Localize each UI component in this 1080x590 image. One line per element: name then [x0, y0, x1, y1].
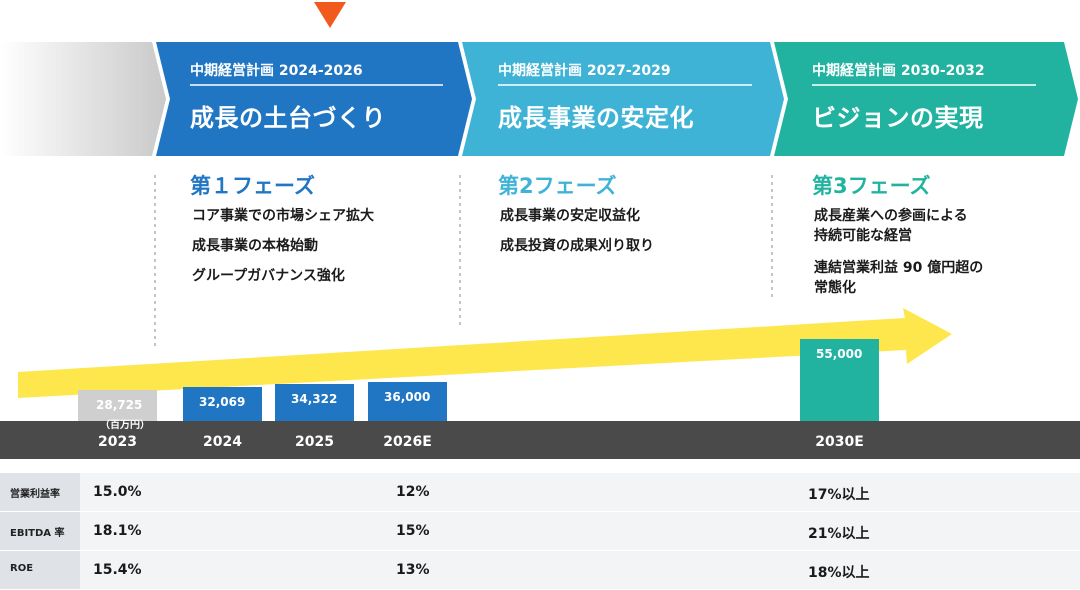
bar-value-label: 32,069	[199, 395, 246, 409]
plan-chevron-2	[462, 42, 784, 156]
plan-2-period-label: 中期経営計画 2027-2029	[498, 63, 671, 79]
current-position-marker-icon	[314, 2, 346, 28]
metric-value-2023: 15.0%	[93, 484, 142, 500]
phase-3-item: 連結営業利益 90 億円超の	[814, 260, 984, 276]
phase-2-item: 成長事業の安定収益化	[500, 208, 640, 224]
metric-row: ROE 15.4% 13% 18%以上	[0, 551, 1080, 590]
metric-row: EBITDA 率 18.1% 15% 21%以上	[0, 512, 1080, 551]
phase-1-item: コア事業での市場シェア拡大	[192, 208, 374, 224]
year-label-2025: 2025	[295, 434, 334, 450]
metric-name: 営業利益率	[10, 489, 60, 500]
year-label-2024: 2024	[203, 434, 242, 450]
bar-2024	[183, 387, 262, 421]
plan-1-period-label: 中期経営計画 2024-2026	[190, 63, 363, 79]
phase-1-heading: 第１フェーズ	[190, 174, 315, 198]
plan-chevron-1	[156, 42, 472, 156]
phase-3-item: 成長産業への参画による	[814, 208, 968, 224]
metric-value-2023: 15.4%	[93, 562, 142, 578]
metric-value-2026: 13%	[396, 562, 430, 578]
bar-value-label: 36,000	[384, 390, 431, 404]
phase-3-item: 持続可能な経営	[814, 228, 912, 244]
phase-1-item: グループガバナンス強化	[192, 268, 345, 284]
bar-value-label: 28,725	[96, 398, 143, 412]
year-label-2026E: 2026E	[383, 434, 432, 450]
metric-value-2023: 18.1%	[93, 523, 142, 539]
bar-2023	[78, 390, 157, 421]
metric-value-2030: 18%以上	[808, 565, 870, 581]
phase-3-heading: 第3フェーズ	[812, 174, 931, 198]
prior-period-chevron	[0, 42, 166, 156]
metric-value-2026: 15%	[396, 523, 430, 539]
bar-value-label: 34,322	[291, 392, 338, 406]
plan-1-title: 成長の土台づくり	[190, 104, 386, 132]
bar-2030E	[800, 339, 879, 421]
metric-name: EBITDA 率	[10, 528, 65, 539]
year-label-2023: 2023	[98, 434, 137, 450]
metric-value-2030: 17%以上	[808, 487, 870, 503]
phase-1-item: 成長事業の本格始動	[192, 238, 318, 254]
metric-value-2026: 12%	[396, 484, 430, 500]
metric-value-2030: 21%以上	[808, 526, 870, 542]
plan-chevron-3	[774, 42, 1078, 156]
year-axis-band	[0, 421, 1080, 459]
metric-row: 営業利益率 15.0% 12% 17%以上	[0, 473, 1080, 512]
bar-2025	[275, 384, 354, 421]
phase-2-heading: 第2フェーズ	[498, 174, 617, 198]
phase-2-item: 成長投資の成果刈り取り	[500, 238, 654, 254]
bar-value-label: 55,000	[816, 347, 863, 361]
plan-2-title: 成長事業の安定化	[498, 104, 694, 132]
bar-2026E	[368, 382, 447, 421]
year-label-2030E: 2030E	[815, 434, 864, 450]
metric-name: ROE	[10, 563, 34, 574]
phase-3-item: 常態化	[814, 280, 856, 296]
unit-label: （百万円）	[100, 420, 150, 431]
growth-arrow	[18, 308, 952, 398]
plan-3-title: ビジョンの実現	[812, 104, 984, 132]
plan-3-period-label: 中期経営計画 2030-2032	[812, 63, 985, 79]
